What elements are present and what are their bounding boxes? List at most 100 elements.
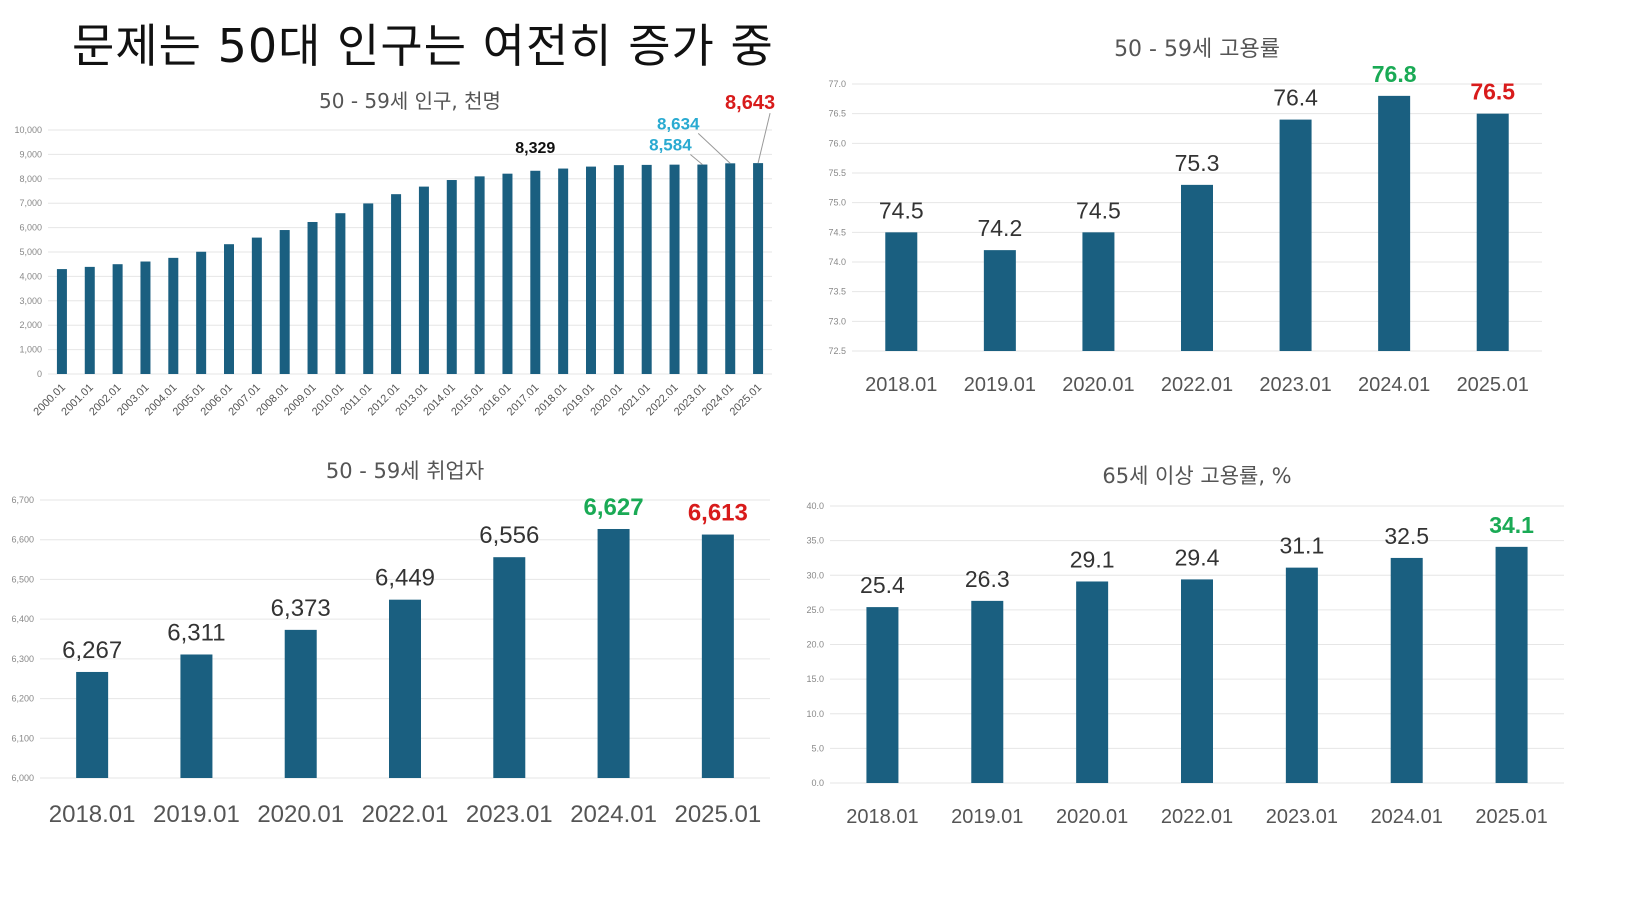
x-tick-label: 2022.01: [1161, 806, 1233, 828]
x-tick-label: 2024.01: [570, 801, 657, 828]
bar: [1476, 113, 1509, 352]
bar: [196, 251, 207, 374]
bar: [474, 176, 485, 374]
bar: [180, 654, 213, 778]
y-tick-label: 73.5: [828, 287, 846, 297]
bar: [418, 186, 429, 374]
data-label: 6,373: [271, 595, 331, 622]
data-label: 25.4: [860, 572, 905, 598]
data-label: 6,267: [62, 637, 122, 664]
bar: [76, 671, 109, 778]
x-tick-label: 2024.01: [1371, 806, 1443, 828]
employment-rate-chart: 50 - 59세 고용률 72.5 73.0 73.5 74.0 74.5 75.0 75.5…: [810, 28, 1630, 408]
data-label: 76.4: [1273, 85, 1318, 111]
bar: [363, 203, 374, 374]
y-tick-label: 15.0: [806, 674, 824, 684]
data-label: 29.1: [1070, 546, 1115, 572]
chart-svg: 50 - 59세 취업자 6,000 6,100 6,200 6,300 6,400 6,5…: [11, 459, 770, 828]
data-label: 6,449: [375, 565, 435, 592]
x-tick-label: 2023.01: [1266, 806, 1338, 828]
x-tick-label: 2022.01: [1161, 374, 1233, 396]
senior-employment-chart: 65세 이상 고용률, % 0.0 5.0 10.0 15.0 20.0 25.0 30.0 3…: [800, 455, 1630, 840]
annotation-label: 8,584: [649, 136, 692, 155]
bar: [389, 599, 421, 778]
data-label: 31.1: [1279, 533, 1324, 559]
data-label: 6,613: [688, 500, 748, 527]
chart-svg: 65세 이상 고용률, % 0.0 5.0 10.0 15.0 20.0 25.0 30.0 3…: [806, 464, 1564, 828]
x-tick-label: 2019.01: [153, 801, 240, 828]
annotation-label: 8,643: [725, 92, 775, 114]
bar: [1082, 232, 1115, 351]
annotation-leader: [757, 112, 771, 164]
y-tick-label: 6,100: [11, 733, 34, 743]
x-tick-label: 2018.01: [865, 374, 937, 396]
bar: [971, 600, 1004, 783]
x-tick-label: 2020.01: [257, 801, 344, 828]
y-tick-label: 1,000: [19, 345, 42, 355]
x-tick-label: 2023.01: [1259, 374, 1331, 396]
bar: [84, 266, 95, 374]
x-tick-label: 2020.01: [1056, 806, 1128, 828]
y-tick-label: 0.0: [811, 778, 824, 788]
headline: 문제는 50대 인구는 여전히 증가 중: [72, 19, 774, 73]
annotation-leader: [697, 132, 731, 164]
bar: [669, 164, 680, 374]
y-tick-label: 75.0: [828, 198, 846, 208]
y-tick-label: 5,000: [19, 247, 42, 257]
y-tick-label: 6,700: [11, 495, 34, 505]
bar: [307, 221, 318, 374]
bar: [224, 244, 234, 374]
y-tick-label: 6,600: [11, 535, 34, 545]
bar: [530, 170, 541, 374]
bar: [613, 165, 624, 374]
x-tick-label: 2018.01: [49, 801, 136, 828]
bar: [1279, 119, 1312, 351]
bar: [284, 629, 317, 778]
bar: [597, 528, 630, 778]
y-tick-label: 25.0: [806, 605, 824, 615]
data-label: 26.3: [965, 566, 1010, 592]
bar: [983, 250, 1016, 351]
bar: [753, 163, 764, 374]
data-label: 32.5: [1384, 523, 1429, 549]
bar: [502, 173, 513, 374]
data-label: 74.5: [879, 197, 924, 223]
data-label: 29.4: [1175, 544, 1220, 570]
x-tick-label: 2024.01: [1358, 374, 1430, 396]
x-tick-label: 2025.01: [674, 801, 761, 828]
x-tick-label: 2020.01: [1062, 374, 1134, 396]
annotation-label: 8,634: [657, 114, 700, 133]
data-label: 76.5: [1470, 79, 1515, 105]
y-tick-label: 3,000: [19, 296, 42, 306]
y-tick-label: 6,400: [11, 614, 34, 624]
bar: [697, 164, 708, 374]
y-tick-label: 20.0: [806, 640, 824, 650]
bar: [885, 232, 918, 351]
bar: [112, 264, 123, 374]
data-label: 74.5: [1076, 197, 1121, 223]
chart-title: 50 - 59세 고용률: [1114, 37, 1280, 62]
bar: [391, 194, 402, 374]
y-tick-label: 8,000: [19, 174, 42, 184]
y-tick-label: 30.0: [806, 570, 824, 580]
y-tick-label: 0: [37, 369, 42, 379]
bar: [701, 534, 734, 778]
annotation-label: 8,329: [515, 140, 555, 157]
y-tick-label: 4,000: [19, 271, 42, 281]
bar: [1076, 581, 1109, 783]
x-tick-label: 2019.01: [951, 806, 1023, 828]
bar: [1378, 95, 1411, 351]
x-tick-label: 2022.01: [362, 801, 449, 828]
population-chart: 50 - 59세 인구, 천명 0 1,000 2,000 3,000 4,000 5,00…: [0, 80, 800, 450]
bar: [251, 237, 262, 374]
bar: [641, 164, 652, 374]
chart-svg: 50 - 59세 고용률 72.5 73.0 73.5 74.0 74.5 75.0 75.5…: [828, 37, 1542, 396]
y-tick-label: 76.5: [828, 109, 846, 119]
y-tick-label: 6,500: [11, 574, 34, 584]
bar: [1495, 546, 1528, 783]
y-tick-label: 74.0: [828, 257, 846, 267]
chart-title: 50 - 59세 인구, 천명: [319, 89, 501, 113]
y-tick-label: 6,200: [11, 694, 34, 704]
employed-chart: 50 - 59세 취업자 6,000 6,100 6,200 6,300 6,400 6,5…: [0, 450, 790, 840]
y-tick-label: 9,000: [19, 149, 42, 159]
